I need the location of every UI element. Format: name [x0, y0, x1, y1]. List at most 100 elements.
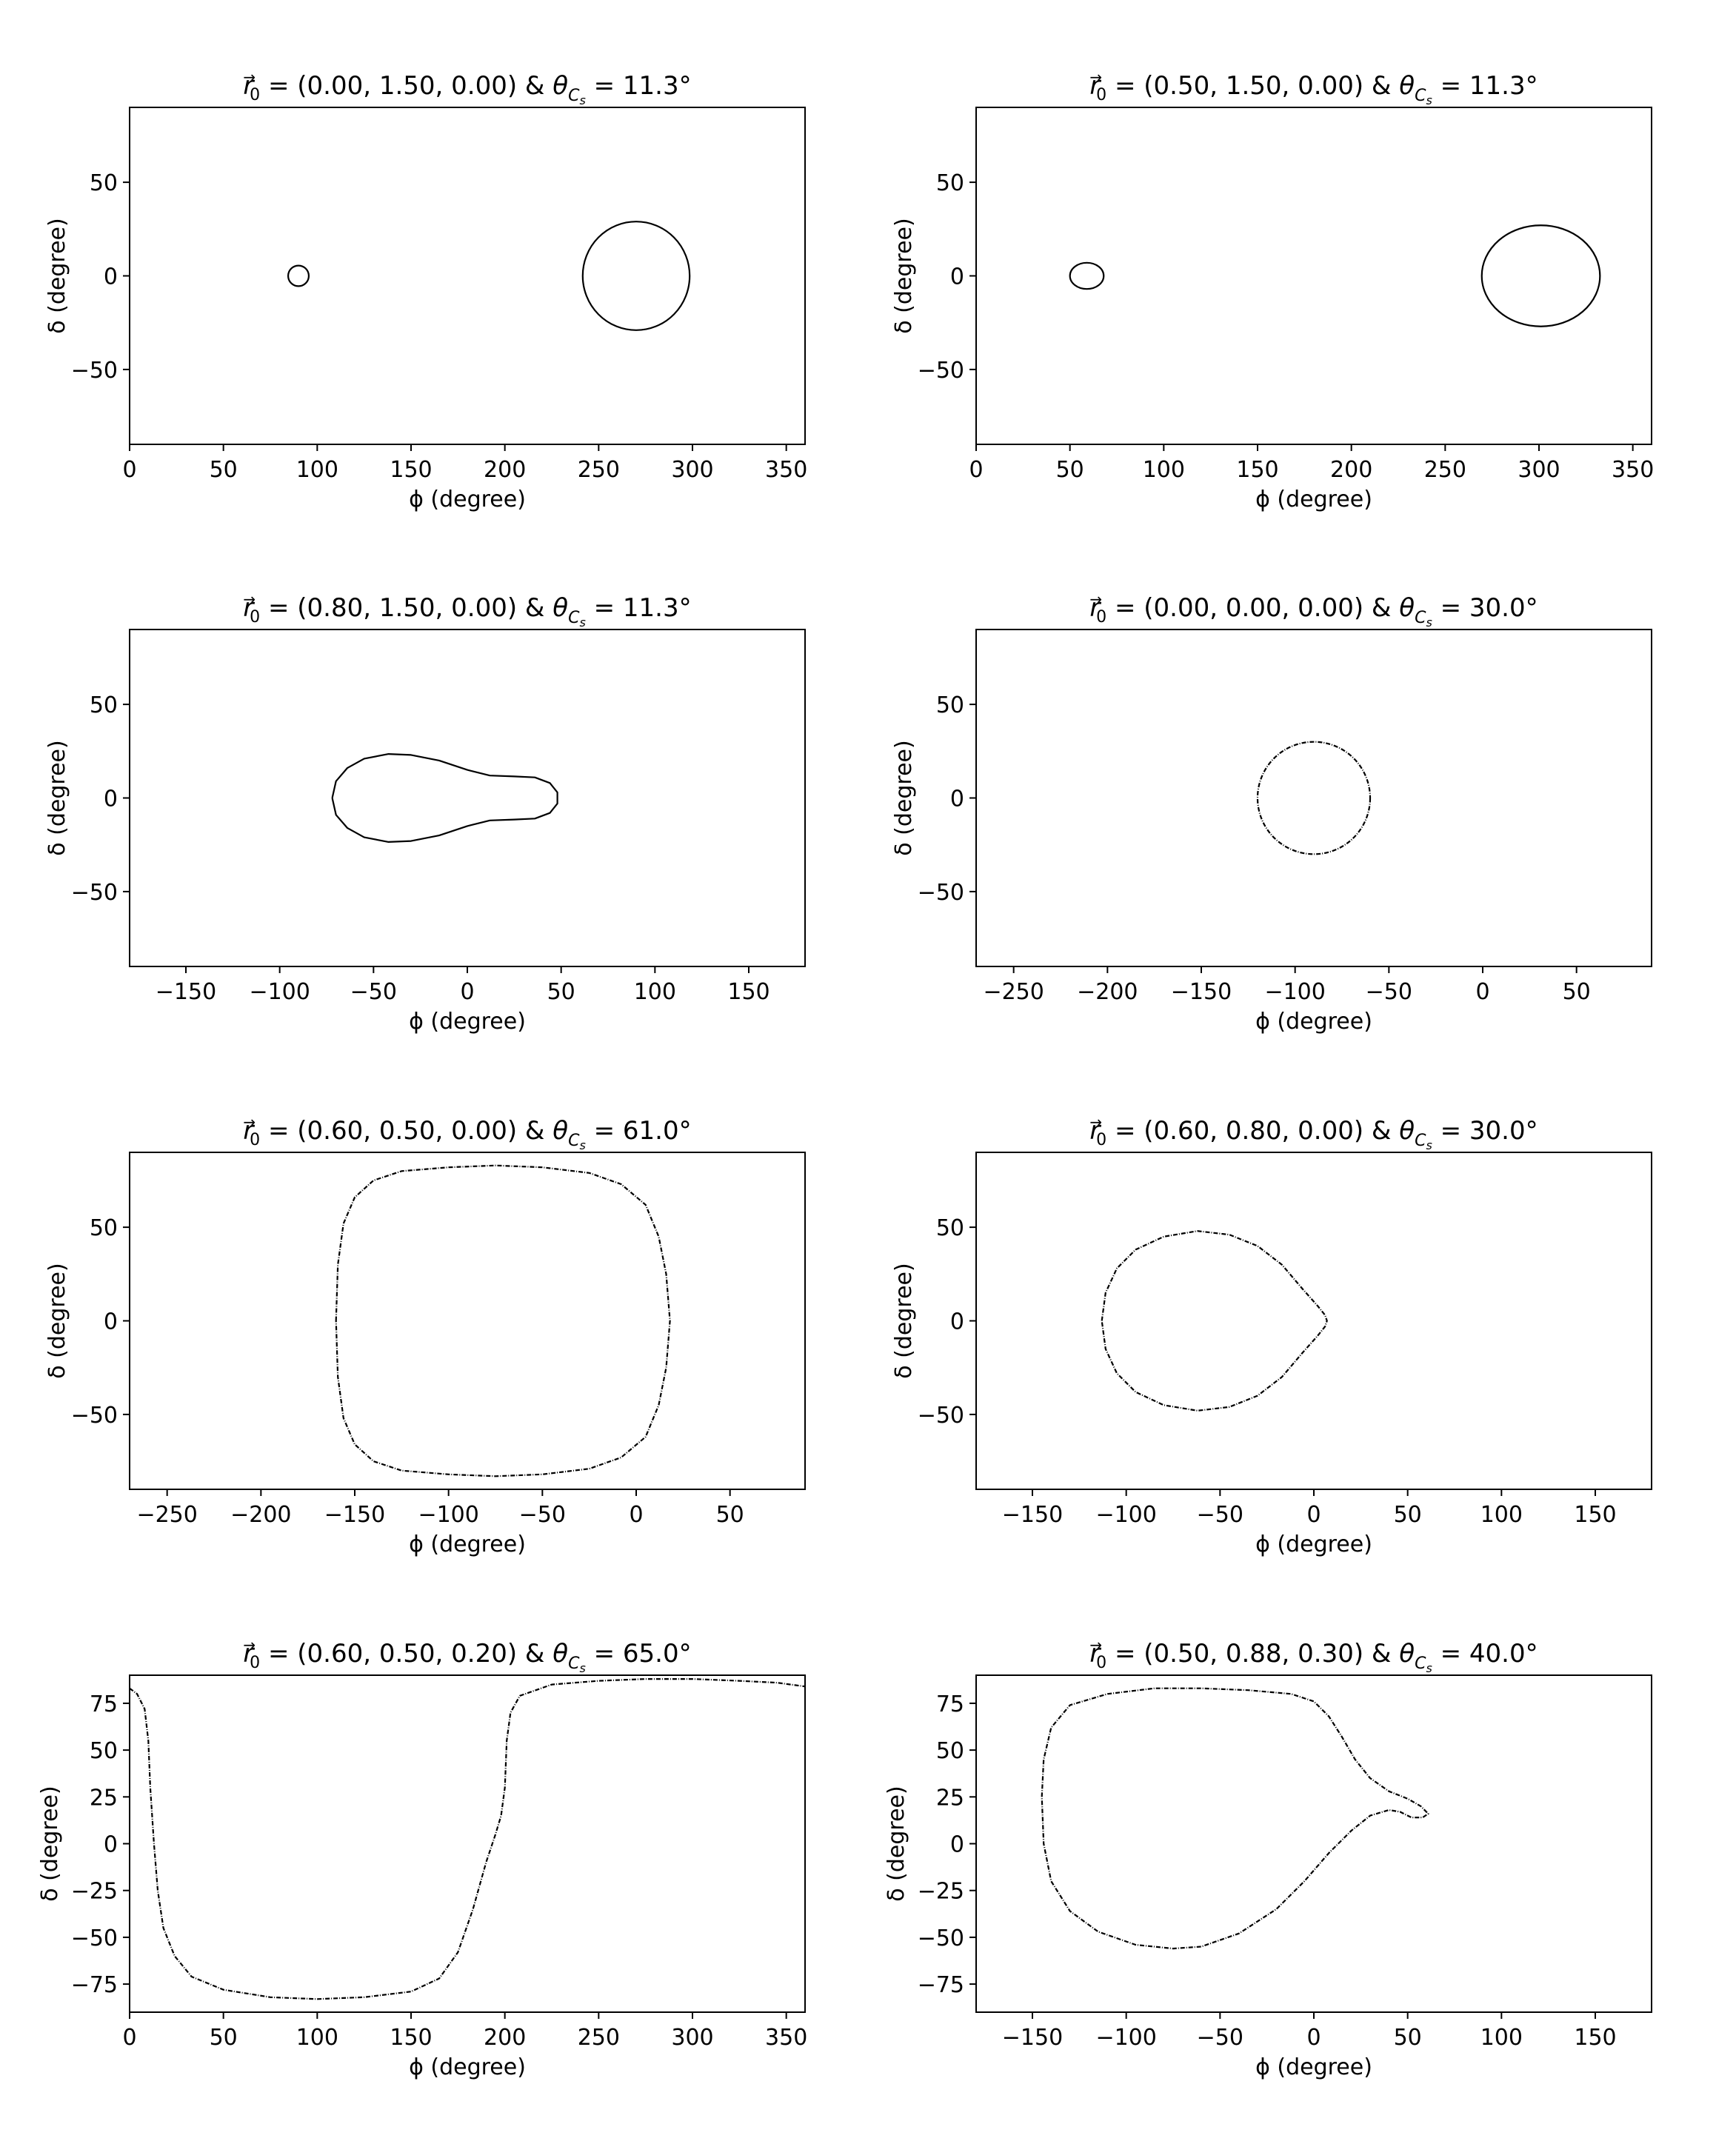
- data-curve-1: [1256, 741, 1372, 855]
- x-tick-label: −100: [1264, 979, 1325, 1005]
- y-axis-label: δ (degree): [44, 218, 70, 333]
- panel-title: r→ 0 = (0.50, 1.50, 0.00) & θCs = 11.3°: [1089, 68, 1538, 107]
- x-tick-label: −250: [136, 1502, 197, 1528]
- plot-frame: [129, 629, 806, 967]
- x-tick-label: 250: [578, 457, 620, 483]
- plot-area: [130, 1678, 805, 2000]
- y-tick-label: −50: [71, 1403, 118, 1429]
- x-axis-label: ϕ (degree): [1255, 1009, 1372, 1035]
- x-tick-label: 150: [727, 979, 769, 1005]
- title-theta-subscript: C: [568, 1654, 580, 1673]
- title-theta-subscript-s: s: [1426, 1138, 1432, 1152]
- x-axis-label: ϕ (degree): [409, 2054, 526, 2080]
- title-theta-subscript-s: s: [1426, 1661, 1432, 1675]
- y-tick-label: −75: [71, 1972, 118, 1998]
- title-theta-subscript: C: [568, 609, 580, 627]
- x-axis-label: ϕ (degree): [1255, 487, 1372, 512]
- x-tick-label: −50: [1366, 979, 1412, 1005]
- x-axis-label: ϕ (degree): [409, 487, 526, 512]
- panel-5: r→ 0 = (0.60, 0.50, 0.00) & θCs = 61.0° −2…: [44, 1113, 806, 1557]
- y-tick-label: −50: [918, 358, 964, 384]
- y-tick-label: 25: [90, 1785, 118, 1811]
- title-vector-arrow: →: [243, 590, 256, 608]
- panel-2: r→ 0 = (0.50, 1.50, 0.00) & θCs = 11.3°0 5…: [891, 68, 1654, 512]
- x-tick-label: 350: [765, 2025, 807, 2051]
- x-tick-label: −200: [1077, 979, 1138, 1005]
- x-tick-label: −50: [350, 979, 397, 1005]
- y-tick-label: −25: [71, 1879, 118, 1905]
- title-theta-subscript: C: [568, 87, 580, 105]
- x-tick-label: 200: [1330, 457, 1372, 483]
- y-tick-label: −25: [918, 1879, 964, 1905]
- title-r-subscript: 0: [250, 1654, 260, 1672]
- x-tick-label: 0: [122, 457, 136, 483]
- x-tick-label: 0: [1475, 979, 1489, 1005]
- x-tick-label: 0: [1306, 2025, 1321, 2051]
- title-r-subscript: 0: [250, 86, 260, 104]
- x-tick-label: 50: [1563, 979, 1591, 1005]
- plot-area: [1041, 1687, 1429, 1950]
- y-tick-label: −50: [71, 1926, 118, 1951]
- panel-title: r→ 0 = (0.80, 1.50, 0.00) & θCs = 11.3°: [243, 590, 691, 629]
- x-tick-label: 200: [484, 457, 526, 483]
- title-theta-subscript: C: [568, 1132, 580, 1150]
- x-tick-label: 350: [765, 457, 807, 483]
- x-tick-label: 50: [1056, 457, 1084, 483]
- title-theta-value: = 61.0°: [586, 1116, 692, 1146]
- x-tick-label: 50: [1394, 2025, 1422, 2051]
- x-tick-label: −100: [249, 979, 310, 1005]
- title-theta-value: = 11.3°: [1432, 71, 1538, 101]
- title-theta-symbol: θ: [1399, 71, 1415, 101]
- y-tick-label: 0: [104, 264, 118, 290]
- x-tick-label: 250: [578, 2025, 620, 2051]
- y-tick-label: −50: [71, 358, 118, 384]
- title-r-subscript: 0: [1096, 1131, 1106, 1149]
- x-tick-label: −150: [1002, 2025, 1063, 2051]
- y-tick-label: 75: [90, 1692, 118, 1717]
- title-r-subscript: 0: [1096, 86, 1106, 104]
- title-theta-subscript-s: s: [579, 93, 585, 107]
- x-axis-label: ϕ (degree): [409, 1009, 526, 1035]
- panel-title: r→ 0 = (0.60, 0.50, 0.00) & θCs = 61.0°: [243, 1113, 691, 1152]
- title-theta-subscript-s: s: [1426, 93, 1432, 107]
- y-tick-label: 50: [90, 170, 118, 196]
- data-curve-1: [287, 264, 310, 287]
- x-tick-label: 100: [1143, 457, 1185, 483]
- y-tick-label: 50: [936, 692, 964, 718]
- title-r0-value: = (0.50, 1.50, 0.00) &: [1106, 71, 1399, 101]
- y-tick-label: 75: [936, 1692, 964, 1717]
- data-curve-1: [1101, 1230, 1328, 1412]
- x-tick-label: −50: [1197, 1502, 1243, 1528]
- panel-6: r→ 0 = (0.60, 0.80, 0.00) & θCs = 30.0°−1…: [891, 1113, 1652, 1557]
- x-tick-label: 0: [460, 979, 474, 1005]
- title-vector-arrow: →: [243, 1636, 256, 1654]
- title-r0-value: = (0.60, 0.50, 0.20) &: [260, 1639, 552, 1669]
- title-r0-value: = (0.00, 0.00, 0.00) &: [1106, 593, 1399, 623]
- title-r-symbol: r: [243, 71, 255, 101]
- plot-frame: [129, 107, 806, 445]
- x-tick-label: −100: [1095, 1502, 1156, 1528]
- y-tick-label: 50: [90, 692, 118, 718]
- title-theta-symbol: θ: [552, 71, 568, 101]
- y-tick-label: 50: [936, 1215, 964, 1241]
- x-tick-label: 150: [1574, 1502, 1616, 1528]
- x-tick-label: 100: [634, 979, 676, 1005]
- x-tick-label: 300: [1518, 457, 1560, 483]
- y-tick-label: −50: [918, 1926, 964, 1951]
- panel-1: r→ 0 = (0.00, 1.50, 0.00) & θCs = 11.3°0 5…: [44, 68, 807, 512]
- panel-7: r→ 0 = (0.60, 0.50, 0.20) & θCs = 65.0°0 5…: [37, 1636, 807, 2080]
- title-r-symbol: r: [1089, 1639, 1101, 1669]
- title-theta-value: = 65.0°: [586, 1639, 692, 1669]
- title-theta-subscript: C: [1415, 87, 1426, 105]
- y-axis-label: δ (degree): [884, 1786, 909, 1901]
- y-tick-label: 25: [936, 1785, 964, 1811]
- title-r-symbol: r: [1089, 1116, 1101, 1146]
- plot-frame: [129, 1152, 806, 1490]
- x-tick-label: 0: [122, 2025, 136, 2051]
- title-vector-arrow: →: [1089, 590, 1102, 608]
- x-tick-label: −50: [519, 1502, 566, 1528]
- x-tick-label: 50: [210, 2025, 238, 2051]
- title-theta-value: = 40.0°: [1432, 1639, 1538, 1669]
- y-tick-label: 0: [950, 1309, 964, 1335]
- panel-8: r→ 0 = (0.50, 0.88, 0.30) & θCs = 40.0°−1…: [884, 1636, 1652, 2080]
